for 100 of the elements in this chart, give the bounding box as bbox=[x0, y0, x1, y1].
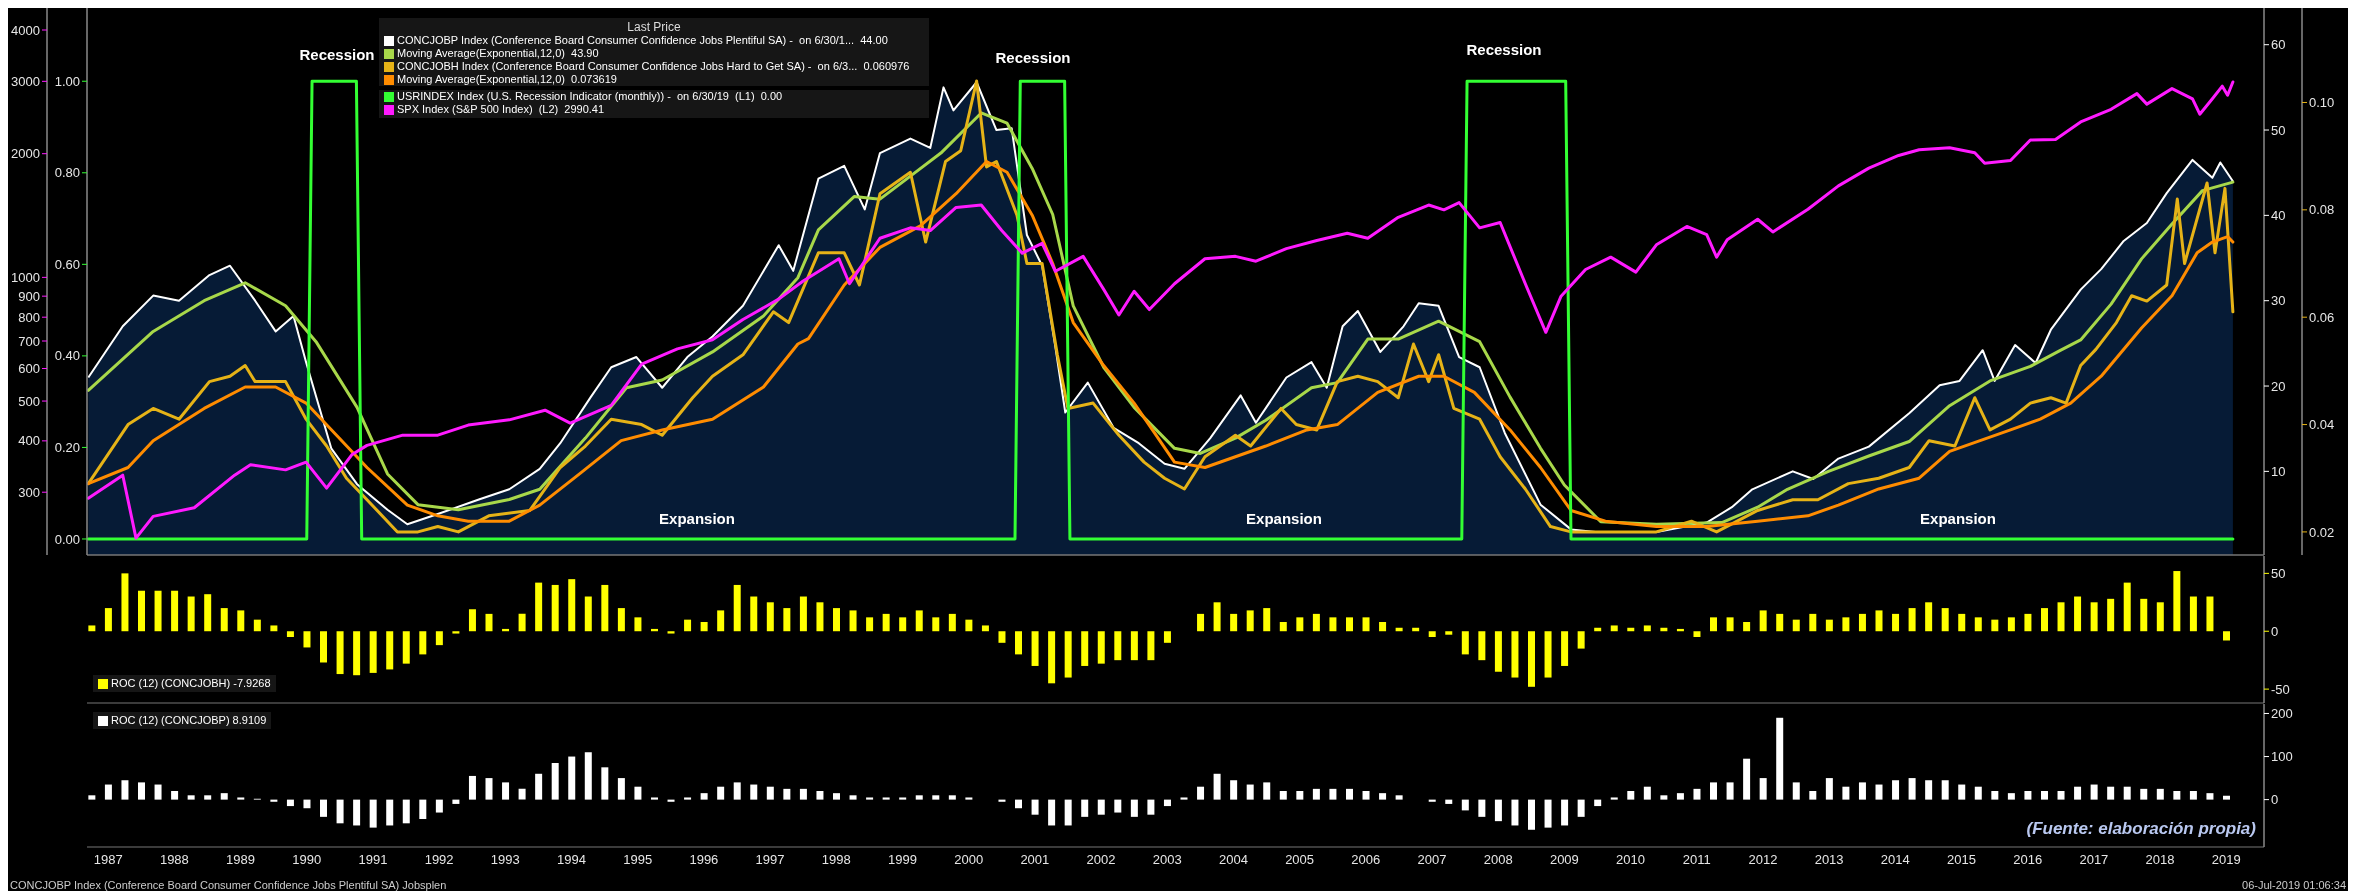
bar bbox=[2007, 793, 2015, 800]
bar bbox=[584, 752, 592, 800]
y2-tick-label: 2000 bbox=[11, 146, 40, 162]
bar bbox=[717, 786, 725, 800]
bar bbox=[518, 788, 526, 800]
y2-tick-label: 500 bbox=[18, 393, 40, 409]
bar bbox=[1114, 799, 1122, 813]
y-tick-label: 10 bbox=[2271, 463, 2286, 479]
bar bbox=[1279, 791, 1287, 800]
y2-tick-label: 1000 bbox=[11, 269, 40, 285]
bar bbox=[816, 602, 824, 632]
annotation: Expansion bbox=[1246, 509, 1322, 527]
bar bbox=[1130, 799, 1138, 817]
x-tick-label: 2005 bbox=[1285, 852, 1315, 868]
bar bbox=[1561, 631, 1569, 666]
bar bbox=[270, 625, 278, 632]
bar bbox=[386, 799, 394, 826]
bar bbox=[452, 631, 460, 634]
bar bbox=[2189, 791, 2197, 800]
bar bbox=[419, 631, 427, 655]
bar bbox=[104, 608, 112, 632]
bar bbox=[1726, 617, 1734, 632]
bar bbox=[998, 799, 1006, 802]
bar bbox=[1163, 631, 1171, 643]
bar bbox=[634, 786, 642, 800]
bar bbox=[121, 780, 129, 800]
y-tick-label: 0.60 bbox=[54, 256, 80, 272]
bar bbox=[2074, 596, 2082, 632]
x-tick-label: 1996 bbox=[689, 852, 719, 868]
bar bbox=[1379, 793, 1387, 800]
bar bbox=[965, 797, 973, 800]
bar bbox=[1312, 613, 1320, 632]
annotation: Recession bbox=[299, 45, 375, 63]
y2-tick-label: 0.10 bbox=[2309, 95, 2335, 111]
y-tick-label: 0.80 bbox=[54, 165, 80, 181]
bar bbox=[899, 617, 907, 632]
bar bbox=[204, 795, 212, 800]
y-tick-label: 60 bbox=[2271, 37, 2286, 53]
bar bbox=[1246, 784, 1254, 800]
bar bbox=[1825, 619, 1833, 632]
legend-label: Moving Average(Exponential,12,0) 0.073619 bbox=[397, 73, 618, 86]
bar bbox=[187, 795, 195, 800]
bar bbox=[1528, 799, 1535, 830]
bar bbox=[2040, 791, 2048, 800]
bar bbox=[1974, 786, 1982, 800]
bar bbox=[1031, 799, 1039, 815]
y-tick-label: 0 bbox=[2271, 623, 2279, 639]
y-tick-label: 0.20 bbox=[54, 440, 80, 456]
bar bbox=[468, 775, 476, 800]
annotation: (Fuente: elaboración propia) bbox=[2026, 819, 2256, 839]
bar bbox=[1329, 617, 1337, 632]
bar bbox=[1263, 608, 1271, 632]
bar bbox=[2090, 784, 2098, 800]
x-tick-label: 1990 bbox=[292, 852, 322, 868]
bar bbox=[750, 784, 758, 800]
bar bbox=[799, 788, 807, 800]
bar bbox=[1743, 758, 1751, 800]
bar bbox=[1627, 791, 1635, 800]
bar bbox=[1925, 602, 1933, 632]
bar bbox=[1561, 799, 1569, 826]
bar bbox=[717, 610, 725, 632]
bar bbox=[1362, 791, 1370, 800]
annotation: Recession bbox=[1466, 40, 1542, 58]
bar bbox=[154, 590, 162, 632]
bar bbox=[568, 579, 576, 632]
bar bbox=[220, 793, 228, 800]
bar bbox=[733, 584, 741, 632]
bar bbox=[88, 795, 96, 800]
bar bbox=[2123, 786, 2131, 800]
bar bbox=[1693, 631, 1701, 638]
bar bbox=[286, 631, 294, 638]
bar bbox=[866, 617, 874, 632]
x-tick-label: 2004 bbox=[1218, 852, 1248, 868]
bar bbox=[171, 791, 179, 800]
bar bbox=[1048, 799, 1056, 826]
bar bbox=[1991, 791, 1999, 800]
bar bbox=[1875, 610, 1883, 632]
bar bbox=[1445, 799, 1453, 804]
x-tick-label: 2010 bbox=[1616, 852, 1646, 868]
bar bbox=[138, 782, 145, 800]
y2-tick-label: 3000 bbox=[11, 73, 40, 89]
bar bbox=[849, 795, 857, 800]
bar bbox=[750, 596, 758, 632]
bar bbox=[1197, 786, 1205, 800]
bar bbox=[1610, 797, 1618, 800]
bar bbox=[270, 799, 278, 802]
bar bbox=[1147, 799, 1155, 815]
y2-tick-label: 400 bbox=[18, 433, 40, 449]
bar bbox=[154, 784, 162, 800]
y-tick-label: 0.00 bbox=[54, 531, 80, 547]
bar bbox=[1081, 631, 1089, 666]
bar bbox=[601, 584, 609, 632]
x-tick-label: 2008 bbox=[1483, 852, 1513, 868]
bar bbox=[2206, 596, 2214, 632]
bar bbox=[882, 797, 890, 800]
bar bbox=[1213, 773, 1221, 800]
bar bbox=[1345, 788, 1353, 800]
bar bbox=[1511, 631, 1519, 678]
bar bbox=[1974, 617, 1982, 632]
bar bbox=[1643, 625, 1651, 632]
